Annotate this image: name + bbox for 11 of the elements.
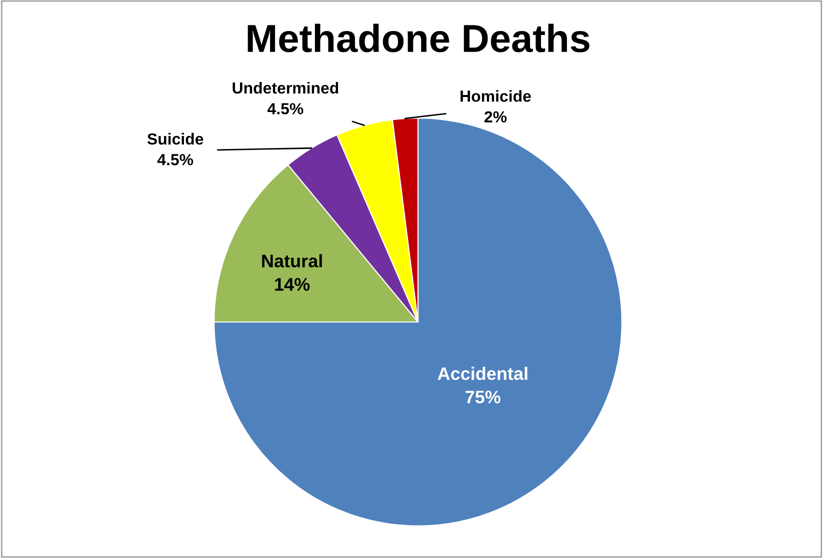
slice-label: Natural — [262, 254, 322, 268]
slice-label: Undetermined — [232, 82, 338, 94]
slice-label: Suicide — [147, 132, 204, 145]
slice-label: Accidental — [438, 366, 528, 380]
data-label: 75% — [466, 390, 500, 404]
data-label: 2% — [484, 111, 507, 122]
data-label: 14% — [275, 278, 310, 291]
slice-label: Homicide — [460, 90, 531, 102]
data-label: 4.5% — [157, 154, 194, 166]
data-label: 4.5% — [267, 103, 304, 114]
chart-title: Methadone Deaths — [248, 24, 590, 52]
